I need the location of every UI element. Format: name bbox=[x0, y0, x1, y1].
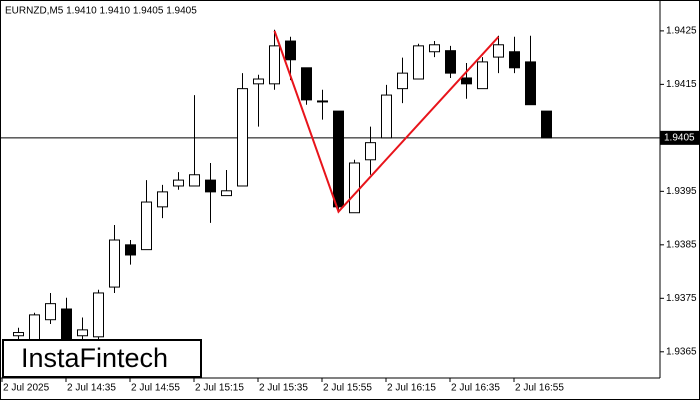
x-tick-label: 2 Jul 15:15 bbox=[195, 383, 244, 394]
candle-body bbox=[541, 110, 552, 139]
candle-body bbox=[269, 45, 280, 85]
candle-body bbox=[301, 67, 312, 101]
candle-body bbox=[93, 292, 104, 338]
y-tick-label: 1.9375 bbox=[666, 293, 697, 304]
candle-body bbox=[221, 190, 232, 197]
candle-body bbox=[445, 50, 456, 74]
logo-box bbox=[2, 339, 202, 378]
candle-body bbox=[61, 308, 72, 341]
candle-body bbox=[365, 142, 376, 161]
candle-body bbox=[509, 51, 520, 69]
candle-body bbox=[381, 94, 392, 139]
x-tick-label: 2 Jul 16:35 bbox=[451, 383, 500, 394]
candle-body bbox=[141, 201, 152, 251]
candle-body bbox=[237, 88, 248, 187]
candle-body bbox=[285, 40, 296, 61]
x-tick-label: 2 Jul 2025 bbox=[3, 383, 50, 394]
x-tick-label: 2 Jul 15:55 bbox=[323, 383, 372, 394]
logo: InstaFintech bbox=[21, 343, 168, 373]
candle-body bbox=[429, 44, 440, 53]
current-price-label: 1.9405 bbox=[664, 132, 695, 143]
candle-body bbox=[317, 100, 328, 103]
candle-body bbox=[525, 61, 536, 106]
y-tick-label: 1.9395 bbox=[666, 186, 697, 197]
chart-title: EURNZD,M5 1.9410 1.9410 1.9405 1.9405 bbox=[5, 6, 197, 17]
candle-body bbox=[13, 332, 24, 337]
candle-body bbox=[77, 329, 88, 337]
y-tick-label: 1.9415 bbox=[666, 79, 697, 90]
y-tick-label: 1.9365 bbox=[666, 346, 697, 357]
candle-body bbox=[477, 61, 488, 90]
candle-body bbox=[173, 179, 184, 187]
candle-body bbox=[157, 191, 168, 208]
candle-body bbox=[253, 78, 264, 85]
current-price-box bbox=[660, 130, 700, 145]
x-tick-label: 2 Jul 14:35 bbox=[67, 383, 116, 394]
candle-body bbox=[205, 179, 216, 193]
candle-body bbox=[125, 244, 136, 256]
candle-body bbox=[349, 162, 360, 214]
y-tick-label: 1.9425 bbox=[666, 26, 697, 37]
x-tick-label: 2 Jul 16:55 bbox=[515, 383, 564, 394]
candle-body bbox=[29, 314, 40, 341]
pattern-line bbox=[273, 30, 500, 214]
candle-body bbox=[413, 45, 424, 80]
candle-body bbox=[333, 110, 344, 208]
x-tick-label: 2 Jul 14:55 bbox=[131, 383, 180, 394]
candle-body bbox=[461, 77, 472, 85]
x-tick-label: 2 Jul 16:15 bbox=[387, 383, 436, 394]
candle-body bbox=[45, 303, 56, 321]
candle-body bbox=[493, 44, 504, 58]
candle-body bbox=[109, 239, 120, 288]
y-tick-label: 1.9385 bbox=[666, 239, 697, 250]
candle-body bbox=[189, 174, 200, 187]
candle-body bbox=[397, 72, 408, 90]
x-tick-label: 2 Jul 15:35 bbox=[259, 383, 308, 394]
